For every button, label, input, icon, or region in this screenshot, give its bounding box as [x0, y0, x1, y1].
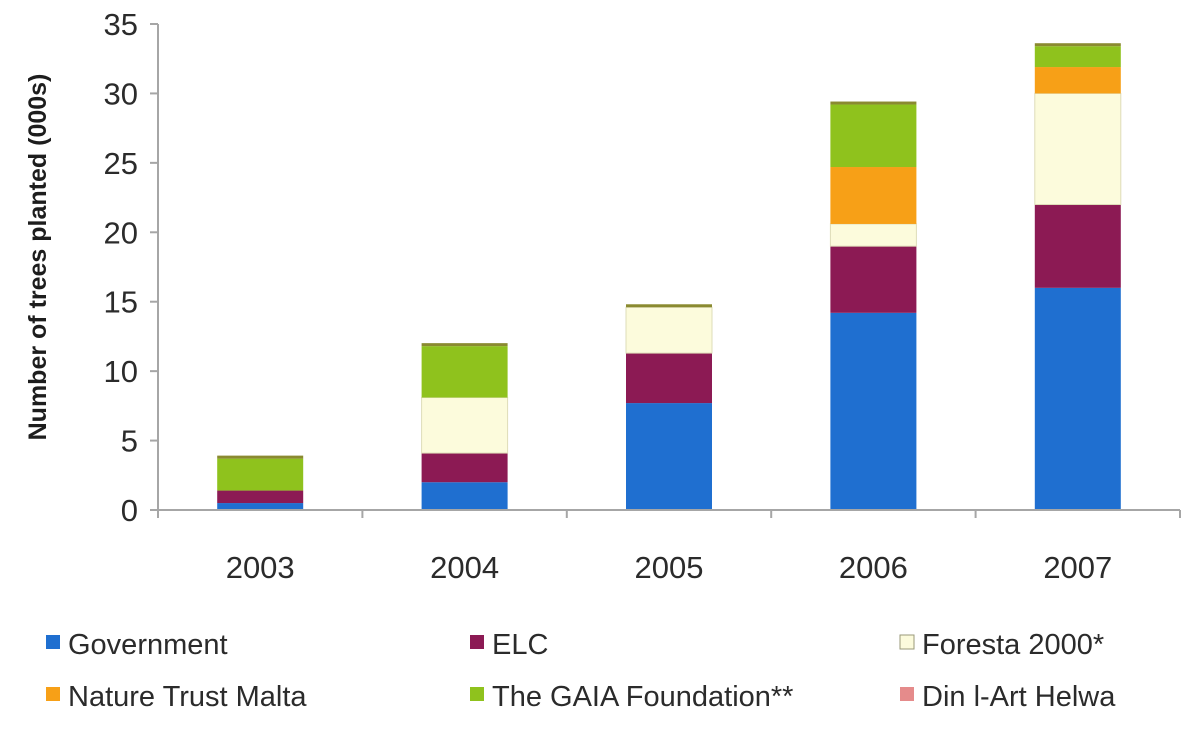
bar-segment-2006-2 [829, 223, 917, 247]
legend-item: Foresta 2000* [899, 629, 1104, 661]
y-tick-label: 0 [121, 493, 138, 528]
bar-segment-2003-0 [217, 503, 304, 510]
legend-item: Din l-Art Helwa [900, 681, 1116, 713]
x-tick-label: 2005 [635, 550, 704, 585]
y-tick-label: 5 [121, 424, 138, 459]
legend-label: ELC [492, 629, 548, 661]
bar-segment-2007-1 [1034, 204, 1121, 288]
bar-segment-2007-3 [1034, 67, 1121, 94]
bar-segment-2007-2 [1034, 92, 1122, 206]
legend-swatch [46, 635, 60, 649]
bar-top-edge [830, 101, 917, 105]
x-tick-label: 2003 [226, 550, 295, 585]
bar-segment-2004-0 [421, 482, 508, 510]
y-tick-label: 25 [104, 146, 138, 181]
y-axis-title: Number of trees planted (000s) [24, 74, 52, 441]
bar-segment-2006-4 [830, 104, 917, 168]
bar-segment-2004-2 [421, 397, 509, 454]
bar-segment-2006-3 [830, 167, 917, 224]
y-tick-label: 35 [104, 7, 138, 42]
legend-item: Nature Trust Malta [46, 681, 307, 713]
legend-item: The GAIA Foundation** [470, 681, 793, 713]
legend-label: Nature Trust Malta [68, 681, 307, 713]
y-tick-label: 20 [104, 215, 138, 250]
legend-swatch [470, 635, 484, 649]
bar-top-edge [1034, 43, 1121, 47]
legend-label: Din l-Art Helwa [922, 681, 1116, 713]
bar-top-edge [421, 343, 508, 347]
y-tick-label: 15 [104, 285, 138, 320]
bar-segment-2004-4 [421, 346, 508, 398]
bar-segment-2003-4 [217, 458, 304, 491]
bar-segment-2006-1 [830, 246, 917, 313]
legend-label: Foresta 2000* [922, 629, 1104, 661]
legend-label: The GAIA Foundation** [492, 681, 793, 713]
bar-segment-2005-0 [626, 403, 712, 510]
bar-segment-2007-4 [1034, 46, 1121, 68]
x-tick-label: 2004 [430, 550, 499, 585]
bar-top-edge [626, 304, 712, 308]
x-tick-label: 2007 [1043, 550, 1112, 585]
bar-segment-2007-0 [1034, 287, 1121, 510]
legend-label: Government [68, 629, 228, 661]
bar-segment-2005-1 [626, 353, 712, 404]
legend-item: Government [46, 629, 228, 661]
legend-swatch [470, 687, 484, 701]
bar-top-edge [217, 455, 304, 459]
bar-segment-2005-2 [625, 306, 713, 354]
legend-item: ELC [470, 629, 548, 661]
y-tick-label: 10 [104, 354, 138, 389]
legend-swatch [899, 634, 915, 650]
bar-segment-2003-1 [217, 490, 304, 504]
y-tick-label: 30 [104, 76, 138, 111]
legend-swatch [900, 687, 914, 701]
x-tick-label: 2006 [839, 550, 908, 585]
bar-segment-2004-1 [421, 453, 508, 483]
bar-segment-2006-0 [830, 312, 917, 510]
legend-swatch [46, 687, 60, 701]
